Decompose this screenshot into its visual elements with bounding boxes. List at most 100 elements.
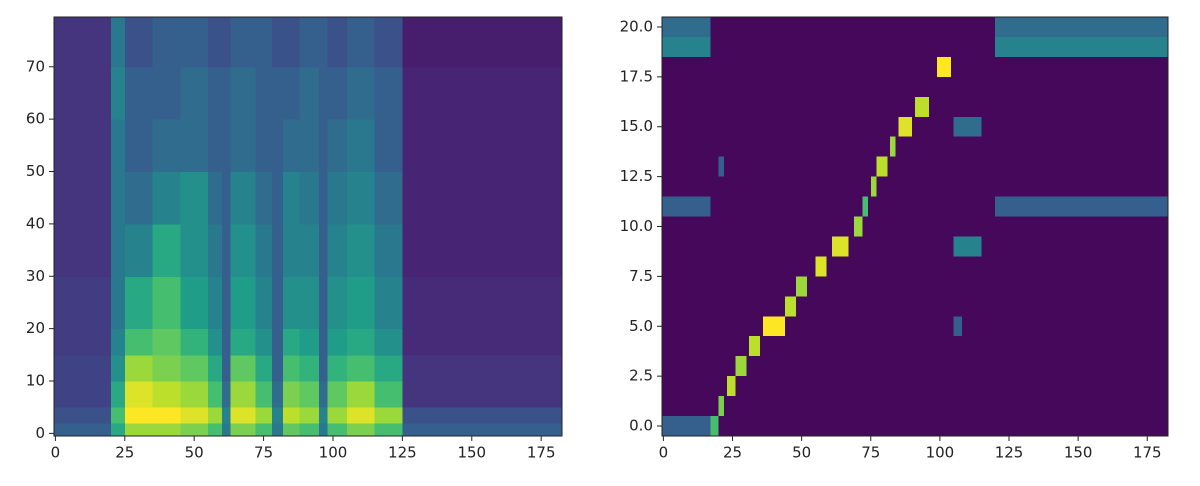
cell xyxy=(124,17,154,68)
cell xyxy=(221,119,231,173)
cell xyxy=(346,354,376,382)
cell xyxy=(319,171,328,225)
cell xyxy=(319,223,328,277)
y-tick-label: 12.5 xyxy=(620,167,653,185)
cell xyxy=(110,354,126,382)
cell xyxy=(915,96,929,117)
cell xyxy=(124,407,154,424)
cell xyxy=(319,354,328,382)
cell xyxy=(180,407,209,424)
cell xyxy=(54,381,112,408)
cell xyxy=(402,328,563,356)
cell xyxy=(327,66,348,120)
cell xyxy=(327,119,348,173)
cell xyxy=(208,223,223,277)
cell xyxy=(110,119,126,173)
cell xyxy=(54,354,112,382)
cell xyxy=(271,17,284,68)
cell xyxy=(346,223,376,277)
cell xyxy=(327,223,348,277)
cell xyxy=(402,276,563,330)
cell xyxy=(110,328,126,356)
cell xyxy=(862,196,868,217)
cell xyxy=(995,196,1168,217)
cell xyxy=(54,171,112,225)
cell xyxy=(255,66,273,120)
cell xyxy=(374,422,403,437)
x-tick-label: 0 xyxy=(51,444,61,462)
cell xyxy=(832,236,849,257)
cell xyxy=(271,276,284,330)
cell xyxy=(110,422,126,437)
cell xyxy=(327,354,348,382)
cell xyxy=(124,223,154,277)
y-tick-label: 2.5 xyxy=(629,367,653,385)
cell xyxy=(890,136,896,157)
y-tick-label: 10.0 xyxy=(620,217,653,235)
y-tick-label: 10 xyxy=(26,372,45,390)
cell xyxy=(299,354,320,382)
cell xyxy=(152,171,181,225)
cell xyxy=(271,66,284,120)
cell xyxy=(749,336,761,357)
cell xyxy=(221,223,231,277)
cell xyxy=(283,276,301,330)
cell xyxy=(283,328,301,356)
cell xyxy=(230,171,256,225)
cell xyxy=(953,116,982,137)
y-tick-label: 50 xyxy=(26,162,45,180)
cell xyxy=(402,354,563,382)
cell xyxy=(374,223,403,277)
cell xyxy=(346,119,376,173)
cell xyxy=(180,328,209,356)
cell xyxy=(319,17,328,68)
cell xyxy=(208,407,223,424)
cell xyxy=(221,328,231,356)
cell xyxy=(327,422,348,437)
cell xyxy=(796,276,808,297)
x-tick-label: 75 xyxy=(254,444,273,462)
y-tick-label: 0 xyxy=(35,424,45,442)
cell xyxy=(402,119,563,173)
y-tick-label: 7.5 xyxy=(629,267,653,285)
cell xyxy=(283,354,301,382)
cell xyxy=(402,66,563,120)
cell xyxy=(221,381,231,408)
cell xyxy=(299,328,320,356)
cell xyxy=(54,17,112,68)
cell xyxy=(271,381,284,408)
cell xyxy=(152,381,181,408)
cell xyxy=(124,276,154,330)
x-tick-label: 25 xyxy=(723,444,742,462)
cell xyxy=(718,396,725,417)
cell xyxy=(319,119,328,173)
cell xyxy=(299,17,320,68)
cell xyxy=(319,276,328,330)
cell xyxy=(180,381,209,408)
cell xyxy=(124,354,154,382)
cell xyxy=(374,407,403,424)
cell xyxy=(374,381,403,408)
cell xyxy=(374,66,403,120)
cell xyxy=(180,171,209,225)
cell xyxy=(283,171,301,225)
cell xyxy=(230,17,256,68)
cell xyxy=(255,381,273,408)
x-tick-label: 75 xyxy=(861,444,880,462)
x-tick-label: 150 xyxy=(457,444,486,462)
cell xyxy=(152,66,181,120)
cell xyxy=(327,276,348,330)
cell xyxy=(402,17,563,68)
cell xyxy=(271,407,284,424)
cell xyxy=(327,17,348,68)
cell xyxy=(346,422,376,437)
cells xyxy=(54,17,563,437)
y-tick-label: 0.0 xyxy=(629,417,653,435)
x-tick-label: 150 xyxy=(1064,444,1093,462)
x-tick-label: 50 xyxy=(792,444,811,462)
cell xyxy=(319,381,328,408)
cell xyxy=(180,119,209,173)
cell xyxy=(319,407,328,424)
cell xyxy=(110,407,126,424)
cell xyxy=(110,276,126,330)
